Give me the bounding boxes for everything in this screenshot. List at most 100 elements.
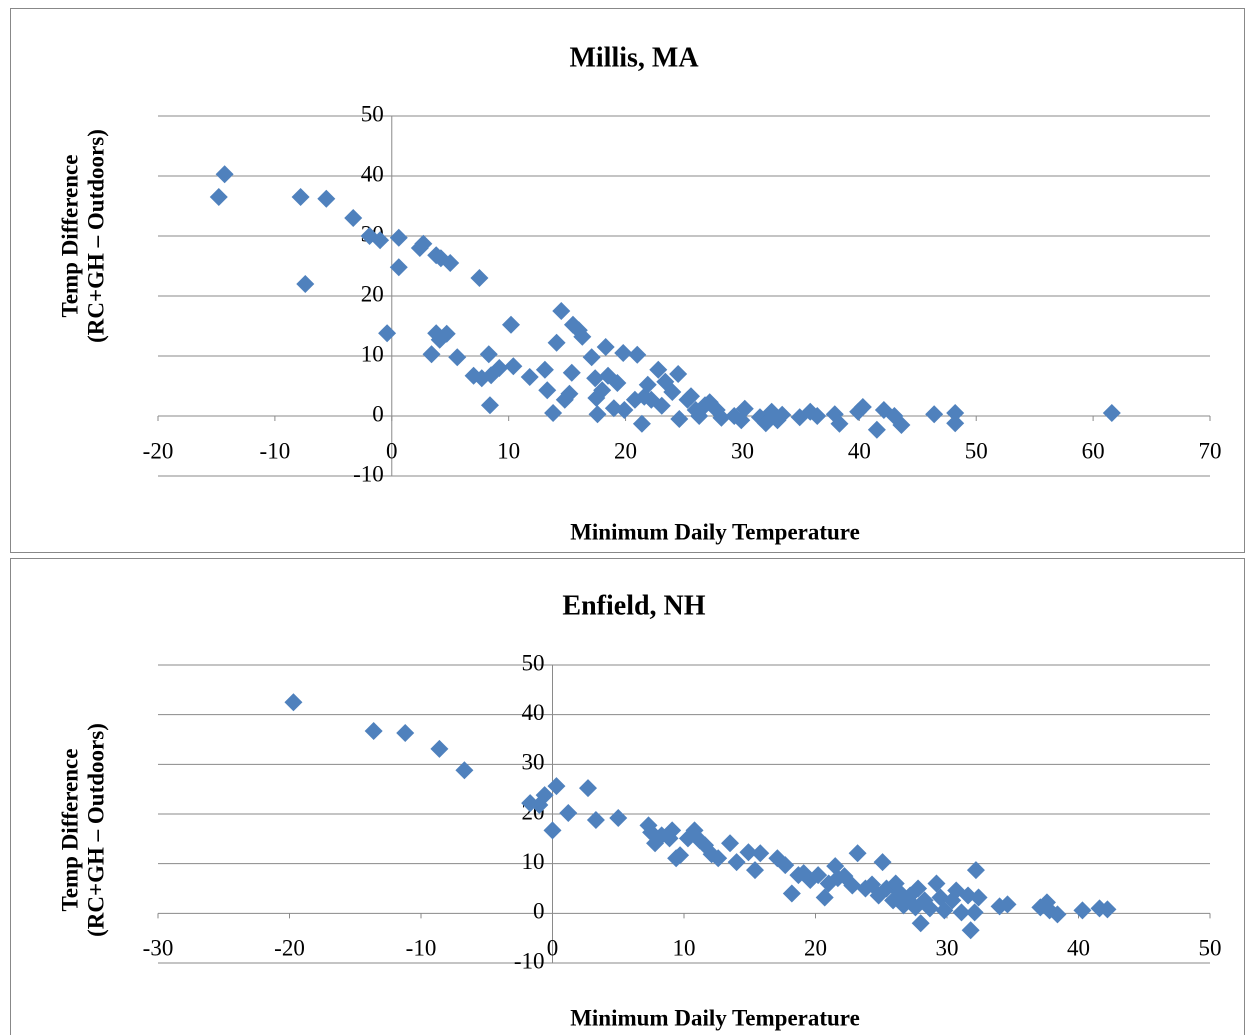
data-point: [853, 398, 872, 416]
data-point: [586, 810, 605, 829]
x-tick-label: 10: [673, 936, 696, 961]
x-tick-label: 0: [386, 438, 398, 463]
data-point: [448, 348, 467, 367]
data-point: [422, 345, 441, 364]
data-point: [470, 269, 489, 287]
y-tick-label: 40: [522, 700, 545, 725]
data-point: [998, 895, 1017, 914]
data-point: [776, 856, 795, 875]
data-point: [296, 275, 315, 293]
data-point: [649, 360, 668, 379]
data-point: [669, 365, 688, 383]
y-tick-label: 20: [361, 281, 384, 306]
data-point: [552, 302, 571, 320]
data-point: [559, 804, 578, 823]
data-point: [596, 338, 615, 356]
data-point: [628, 345, 647, 364]
y-tick-label: 10: [522, 849, 545, 874]
x-tick-label: 20: [804, 936, 827, 961]
y-axis-title: Temp Difference: [57, 749, 82, 912]
data-point: [873, 853, 892, 872]
x-tick-label: 10: [497, 438, 520, 463]
chart-title: Enfield, NH: [562, 590, 705, 621]
data-point: [579, 779, 598, 798]
data-point: [826, 857, 845, 876]
x-tick-label: 30: [731, 438, 754, 463]
data-point: [615, 401, 634, 419]
data-point: [414, 234, 433, 253]
x-tick-label: 40: [1067, 936, 1090, 961]
data-point: [682, 387, 701, 406]
data-point: [441, 254, 460, 272]
chart-title: Millis, MA: [569, 42, 699, 73]
data-point: [547, 777, 566, 796]
x-tick-label: 50: [965, 438, 988, 463]
data-point: [867, 420, 886, 439]
x-tick-label: -10: [406, 936, 437, 961]
data-point: [663, 383, 682, 401]
data-point: [671, 846, 690, 865]
data-point: [663, 821, 682, 840]
x-tick-label: 50: [1199, 936, 1222, 961]
data-point: [782, 884, 801, 903]
data-point: [961, 921, 980, 940]
data-point: [746, 861, 765, 880]
data-point: [843, 876, 862, 895]
data-point: [848, 844, 867, 863]
data-point: [209, 188, 228, 206]
data-point: [430, 739, 449, 758]
y-tick-label: 30: [522, 750, 545, 775]
x-tick-label: -10: [260, 438, 291, 463]
data-point: [317, 189, 336, 208]
data-point: [727, 853, 746, 872]
x-tick-label: -20: [274, 936, 305, 961]
y-axis-title: Temp Difference: [57, 155, 82, 318]
data-point: [455, 761, 474, 780]
data-point: [614, 344, 633, 362]
data-point: [543, 821, 562, 840]
data-point: [809, 866, 828, 885]
data-point: [562, 363, 581, 382]
x-axis-title: Minimum Daily Temperature: [570, 1005, 860, 1030]
data-point: [480, 396, 499, 415]
data-point: [721, 834, 740, 853]
data-point: [535, 360, 554, 379]
data-point: [712, 408, 731, 427]
data-point: [593, 381, 612, 400]
x-tick-label: 0: [547, 936, 559, 961]
data-point: [638, 375, 657, 394]
y-tick-label: 0: [372, 401, 384, 426]
data-point: [632, 414, 651, 433]
x-axis-title: Minimum Daily Temperature: [570, 519, 860, 544]
y-axis-title: (RC+GH – Outdoors): [83, 723, 108, 937]
x-tick-label: 40: [848, 438, 871, 463]
data-point: [892, 416, 911, 434]
data-point: [670, 410, 689, 428]
y-axis-title: (RC+GH – Outdoors): [83, 129, 108, 343]
data-point: [739, 843, 758, 862]
x-tick-label: 20: [614, 438, 637, 463]
x-tick-label: 70: [1199, 438, 1222, 463]
data-point: [215, 165, 234, 184]
data-point: [535, 786, 554, 805]
data-point: [773, 405, 792, 424]
data-point: [538, 381, 557, 400]
y-tick-label: 0: [533, 899, 545, 924]
y-tick-label: -10: [353, 461, 384, 486]
data-point: [925, 405, 944, 424]
data-point: [560, 384, 579, 403]
y-tick-label: 10: [361, 341, 384, 366]
data-point: [573, 327, 592, 346]
data-point: [946, 404, 965, 422]
data-point: [490, 359, 509, 377]
data-point: [582, 348, 601, 367]
x-tick-label: -20: [143, 438, 174, 463]
data-point: [547, 333, 566, 352]
data-point: [927, 874, 946, 893]
data-point: [1102, 404, 1121, 422]
data-point: [364, 722, 383, 741]
data-point: [371, 231, 390, 250]
data-point: [911, 914, 930, 933]
data-point: [751, 844, 770, 863]
data-point: [920, 899, 939, 918]
